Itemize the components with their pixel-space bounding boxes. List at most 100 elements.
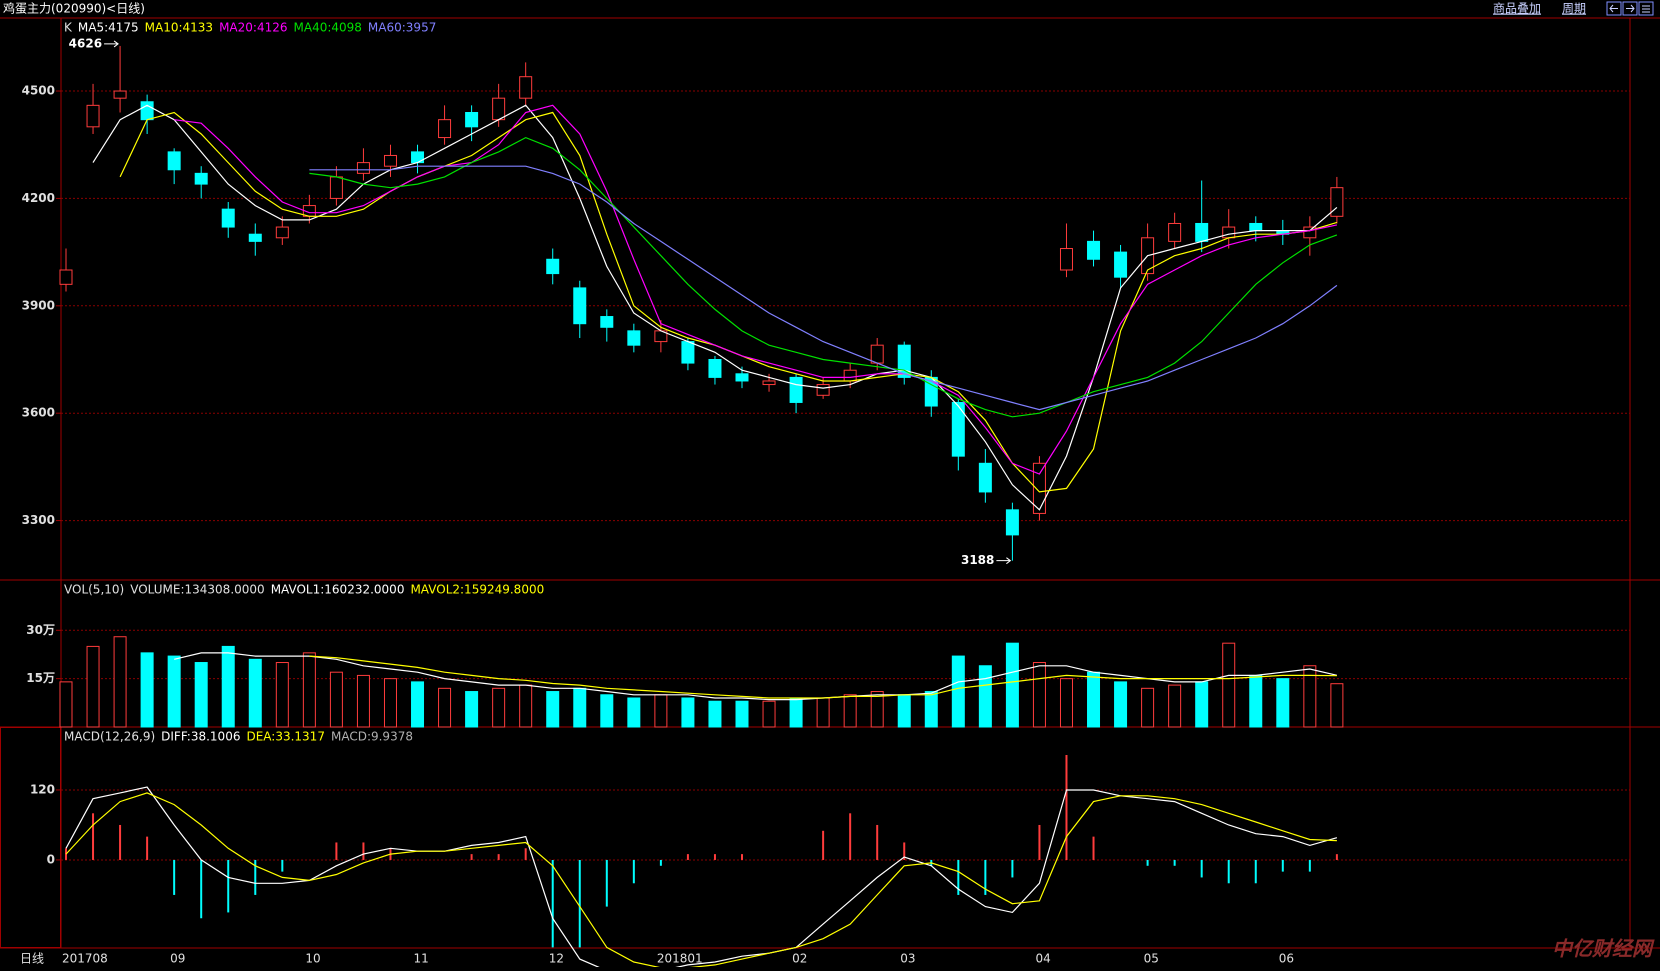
candle-body <box>1249 222 1263 232</box>
volume-bar <box>573 687 587 728</box>
candle-body <box>573 287 587 325</box>
legend-label: DIFF:38.1006 <box>161 730 240 744</box>
next-icon[interactable] <box>1622 1 1638 16</box>
y-tick-label: 30万 <box>26 623 55 637</box>
volume-bar <box>1330 683 1344 728</box>
candle-body <box>140 101 154 121</box>
title-bar <box>0 0 1660 18</box>
volume-bar <box>519 684 533 728</box>
candle-body <box>383 154 397 167</box>
legend-label: MA20:4126 <box>219 21 287 35</box>
candle-body <box>1195 222 1209 242</box>
candle-body <box>275 226 289 239</box>
volume-bar <box>816 697 830 728</box>
volume-bar <box>708 700 722 728</box>
legend-label: MA10:4133 <box>145 21 213 35</box>
indicator-line <box>92 104 1338 511</box>
volume-bar <box>356 674 370 728</box>
volume-bar <box>59 681 73 728</box>
volume-bar <box>86 645 100 728</box>
candle-body <box>546 258 560 275</box>
volume-bar <box>275 662 289 728</box>
x-tick-label: 12 <box>549 952 564 966</box>
candle-body <box>1059 248 1073 271</box>
volume-bar <box>924 691 938 728</box>
candle-body <box>1032 462 1046 514</box>
volume-bar <box>1303 665 1317 728</box>
candle-body <box>762 380 776 386</box>
legend-label: VOL(5,10) <box>64 583 124 597</box>
candle-body <box>816 384 830 396</box>
volume-bar <box>383 678 397 728</box>
volume-bar <box>1032 662 1046 728</box>
x-tick-label: 10 <box>305 952 320 966</box>
volume-bar <box>735 700 749 728</box>
x-tick-label: 06 <box>1279 952 1294 966</box>
candle-body <box>1330 187 1344 217</box>
axis-box <box>0 727 61 948</box>
overlay-button[interactable]: 商品叠加 <box>1493 1 1541 16</box>
volume-bar <box>843 694 857 728</box>
candle-body <box>627 330 641 346</box>
legend-label: MA40:4098 <box>294 21 362 35</box>
candle-body <box>1303 226 1317 239</box>
nav-icons[interactable] <box>1606 1 1654 16</box>
volume-bar <box>627 697 641 728</box>
volume-bar <box>167 655 181 728</box>
volume-bar <box>465 691 479 728</box>
volume-bar <box>897 694 911 728</box>
volume-bar <box>113 636 127 728</box>
candle-body <box>1168 222 1182 242</box>
legend-label: MA5:4175 <box>78 21 139 35</box>
candle-body <box>600 316 614 328</box>
volume-bar <box>140 652 154 728</box>
prev-arrow <box>1609 4 1618 13</box>
y-tick-label: 4200 <box>22 191 55 205</box>
candle-body <box>248 233 262 242</box>
candle-body <box>59 269 73 285</box>
volume-bar <box>1141 687 1155 728</box>
volume-bar <box>194 662 208 728</box>
candle-body <box>978 462 992 493</box>
volume-bar <box>329 671 343 728</box>
candle-body <box>1005 509 1019 536</box>
volume-bar <box>1249 674 1263 728</box>
prev-icon[interactable] <box>1606 1 1622 16</box>
volume-bar <box>870 691 884 728</box>
x-tick-label: 09 <box>170 952 185 966</box>
legend-label: MAVOL1:160232.0000 <box>271 583 405 597</box>
volume-bar <box>1087 671 1101 728</box>
menu-icon[interactable] <box>1638 1 1654 16</box>
volume-bar <box>762 700 776 728</box>
volume-bar <box>654 694 668 728</box>
indicator-line <box>309 655 1337 699</box>
y-tick-label: 120 <box>30 782 55 796</box>
x-tick-label: 201801 <box>657 952 703 966</box>
period-button[interactable]: 周期 <box>1562 2 1586 16</box>
watermark: 中亿财经网 <box>1552 937 1655 961</box>
candle-body <box>438 119 452 139</box>
y-tick-label: 3900 <box>22 298 55 312</box>
candle-body <box>681 341 695 364</box>
candle-body <box>221 208 235 228</box>
candle-body <box>735 373 749 382</box>
candle-body <box>356 162 370 174</box>
volume-bar <box>951 655 965 728</box>
candle-body <box>1087 240 1101 260</box>
indicator-line <box>309 136 1338 418</box>
legend-label: K <box>64 21 73 35</box>
volume-bar <box>492 687 506 728</box>
y-tick-label: 3300 <box>22 513 55 527</box>
candle-body <box>1114 251 1128 278</box>
y-tick-label: 15万 <box>26 671 55 685</box>
x-tick-label: 02 <box>792 952 807 966</box>
volume-bar <box>221 645 235 728</box>
period-label: 日线 <box>20 952 44 966</box>
candle-body <box>843 369 857 382</box>
candle-body <box>951 401 965 457</box>
x-tick-label: 04 <box>1035 952 1050 966</box>
x-tick-label: 11 <box>414 952 429 966</box>
volume-bar <box>1005 642 1019 728</box>
